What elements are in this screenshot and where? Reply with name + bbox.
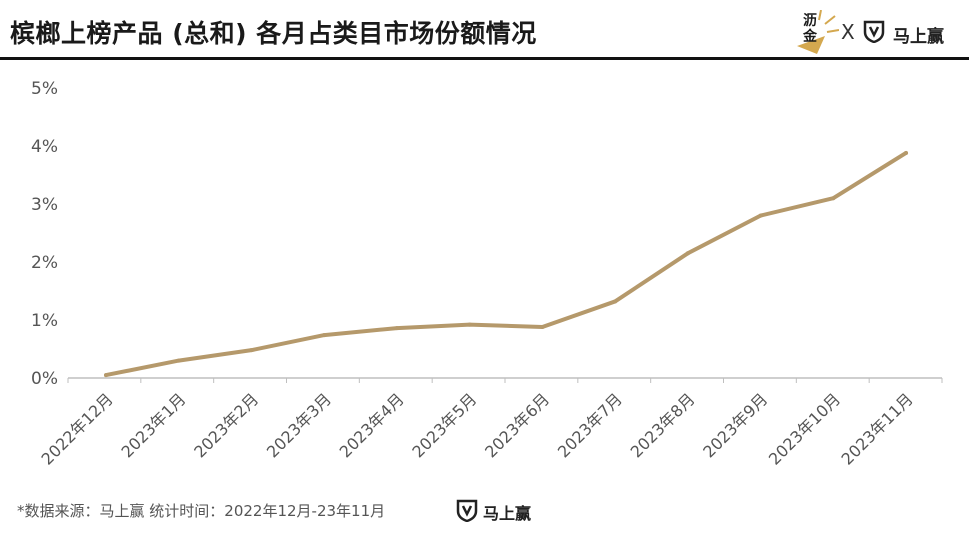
brand-logos: 沥 金 X 马上赢 <box>795 9 965 54</box>
data-point <box>394 326 399 331</box>
x-tick-label: 2023年3月 <box>263 389 335 461</box>
series-layer <box>104 150 908 378</box>
header-rule <box>0 57 969 60</box>
y-tick-label: 3% <box>31 195 58 215</box>
y-tick-label: 4% <box>31 137 58 157</box>
x-tick-label: 2023年5月 <box>408 389 480 461</box>
data-point <box>758 213 763 218</box>
brand-separator: X <box>841 20 855 44</box>
y-tick-label: 5% <box>31 79 58 99</box>
chart-title: 槟榔上榜产品 (总和) 各月占类目市场份额情况 <box>10 19 537 48</box>
series-line <box>104 150 908 378</box>
footer-shield-icon <box>456 499 478 523</box>
data-point <box>176 358 181 363</box>
x-tick-label: 2022年12月 <box>38 389 117 468</box>
mashangying-shield-icon <box>863 20 885 43</box>
x-tick-label: 2023年11月 <box>838 389 917 468</box>
y-tick-label: 1% <box>31 311 58 331</box>
x-tick-label: 2023年8月 <box>627 389 699 461</box>
y-axis: 0% 1% 2% 3% 4% 5% <box>31 79 58 389</box>
footer-logo-text: 马上赢 <box>483 504 532 523</box>
data-point <box>904 150 908 155</box>
lijin-logo-line2: 金 <box>803 29 817 45</box>
lijin-logo: 沥 金 <box>795 9 840 54</box>
data-point <box>322 333 327 338</box>
footer-logo: 马上赢 <box>455 498 555 523</box>
lijin-logo-line1: 沥 <box>803 13 817 29</box>
y-tick-label: 0% <box>31 369 58 389</box>
source-note: *数据来源：马上赢 统计时间：2022年12月-23年11月 <box>17 502 386 520</box>
data-point <box>467 322 472 327</box>
data-point <box>540 324 545 329</box>
x-tick-label: 2023年1月 <box>117 389 189 461</box>
data-point <box>249 348 254 353</box>
lijin-burst-icon <box>797 9 840 54</box>
line-chart: 0%1%2%3%4%5% 2022年12月 2023年1月 2023年2月 2023年… <box>31 79 943 469</box>
x-tick-label: 2023年9月 <box>699 389 771 461</box>
mashangying-logo-text: 马上赢 <box>893 27 944 47</box>
x-tick-label: 2023年10月 <box>765 389 844 468</box>
data-point <box>831 196 836 201</box>
x-axis: 2022年12月 2023年1月 2023年2月 2023年3月 2023年4月 2023… <box>38 377 943 469</box>
y-tick-label: 2% <box>31 253 58 273</box>
x-tick-label: 2023年6月 <box>481 389 553 461</box>
x-tick-label: 2023年4月 <box>336 389 408 461</box>
x-tick-label: 2023年2月 <box>190 389 262 461</box>
x-tick-label: 2023年7月 <box>554 389 626 461</box>
data-point <box>685 251 690 256</box>
data-point <box>613 299 618 304</box>
data-point <box>104 373 108 378</box>
